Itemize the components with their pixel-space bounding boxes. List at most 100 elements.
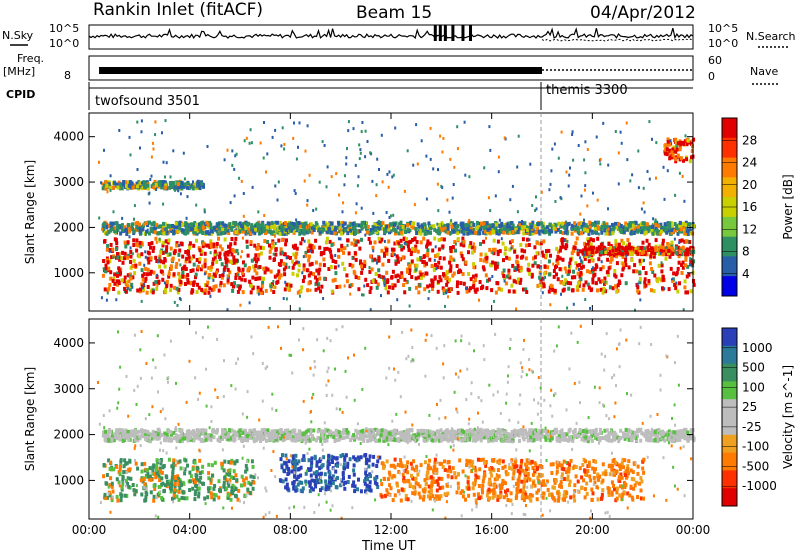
heat-cell — [595, 249, 599, 254]
heat-cell — [581, 264, 585, 269]
heat-cell — [178, 282, 182, 287]
heat-cell — [641, 459, 645, 464]
nsky-spike — [469, 25, 473, 41]
heat-cell — [276, 273, 280, 278]
heat-noise — [156, 283, 159, 287]
heat-cell — [181, 480, 185, 485]
heat-cell — [408, 271, 411, 275]
heat-cell — [675, 251, 679, 256]
heat-cell — [661, 245, 665, 250]
heat-cell — [570, 231, 574, 236]
heat-cell — [194, 484, 198, 488]
heat-cell — [631, 223, 635, 228]
heat-cell — [186, 277, 190, 282]
heat-noise — [161, 131, 163, 135]
heat-cell — [200, 221, 204, 225]
heat-noise — [242, 214, 245, 218]
heat-cell — [560, 484, 563, 489]
heat-cell — [105, 258, 109, 263]
heat-cell — [287, 222, 291, 227]
heat-cell — [276, 230, 280, 235]
heat-cell — [218, 226, 221, 231]
heat-cell — [614, 245, 618, 250]
heat-cell — [550, 492, 554, 497]
heat-cell — [522, 287, 525, 292]
heat-cell — [520, 227, 524, 232]
heat-cell — [607, 251, 610, 256]
heat-cell — [214, 493, 218, 498]
heat-noise — [389, 214, 392, 218]
heat-cell — [507, 268, 511, 273]
heat-cell — [429, 494, 432, 499]
heat-noise — [126, 287, 129, 290]
heat-noise — [351, 265, 354, 269]
heat-cell — [121, 250, 125, 255]
heat-noise — [445, 291, 447, 295]
heat-noise — [548, 188, 551, 192]
heat-noise — [678, 171, 681, 175]
heat-cell — [308, 244, 312, 249]
heat-noise — [148, 201, 151, 205]
heat-cell — [635, 269, 639, 274]
heat-cell — [184, 231, 188, 236]
heat-cell — [522, 482, 526, 487]
heat-cell — [178, 459, 182, 464]
heat-cell — [341, 223, 345, 228]
heat-noise — [383, 283, 386, 287]
heat-cell — [380, 482, 384, 487]
heat-cell — [194, 272, 198, 277]
heat-cell — [280, 238, 284, 242]
heat-noise — [630, 229, 633, 233]
heat-noise — [565, 228, 568, 231]
heat-cell — [516, 482, 520, 487]
heat-cell — [281, 453, 284, 458]
heat-noise — [456, 147, 459, 151]
heat-cell — [193, 460, 197, 465]
heat-noise — [511, 184, 514, 188]
heat-cell — [232, 223, 236, 228]
heat-cell — [291, 454, 295, 459]
heat-cell — [207, 231, 211, 236]
heat-cell — [509, 491, 513, 496]
heat-cell — [390, 247, 394, 252]
heat-cell — [610, 480, 614, 485]
heat-noise — [576, 248, 579, 252]
heat-cell — [212, 287, 216, 292]
heat-cell — [302, 263, 306, 268]
heat-cell — [181, 270, 185, 275]
heat-cell — [604, 250, 608, 255]
heat-cell — [242, 482, 246, 487]
heat-cell — [654, 223, 658, 227]
heat-cell — [161, 250, 165, 255]
heat-cell — [158, 466, 162, 471]
heat-cell — [551, 494, 554, 499]
heat-cell — [259, 287, 263, 292]
heat-noise — [179, 263, 182, 267]
heat-cell — [151, 290, 155, 295]
heat-cell — [531, 231, 535, 236]
heat-cell — [241, 226, 245, 231]
heat-cell — [544, 229, 548, 234]
heat-cell — [429, 230, 432, 235]
heat-noise — [154, 120, 157, 124]
heat-cell — [538, 283, 542, 288]
heat-noise — [637, 186, 640, 190]
heat-cell — [474, 289, 478, 294]
heat-cell — [281, 231, 285, 236]
heat-cell — [275, 280, 279, 285]
heat-cell — [242, 260, 245, 265]
heat-noise — [589, 306, 591, 310]
heat-cell — [496, 261, 500, 266]
heat-noise — [245, 222, 248, 226]
heat-cell — [293, 245, 297, 250]
heat-cell — [391, 283, 395, 288]
freq-trace — [99, 67, 693, 74]
heat-cell — [680, 252, 684, 257]
heat-cell — [176, 290, 180, 295]
heat-cell — [142, 181, 146, 186]
heat-cell — [229, 226, 233, 231]
heat-noise — [366, 140, 369, 143]
heat-noise — [226, 148, 229, 152]
heat-cell — [512, 279, 516, 284]
